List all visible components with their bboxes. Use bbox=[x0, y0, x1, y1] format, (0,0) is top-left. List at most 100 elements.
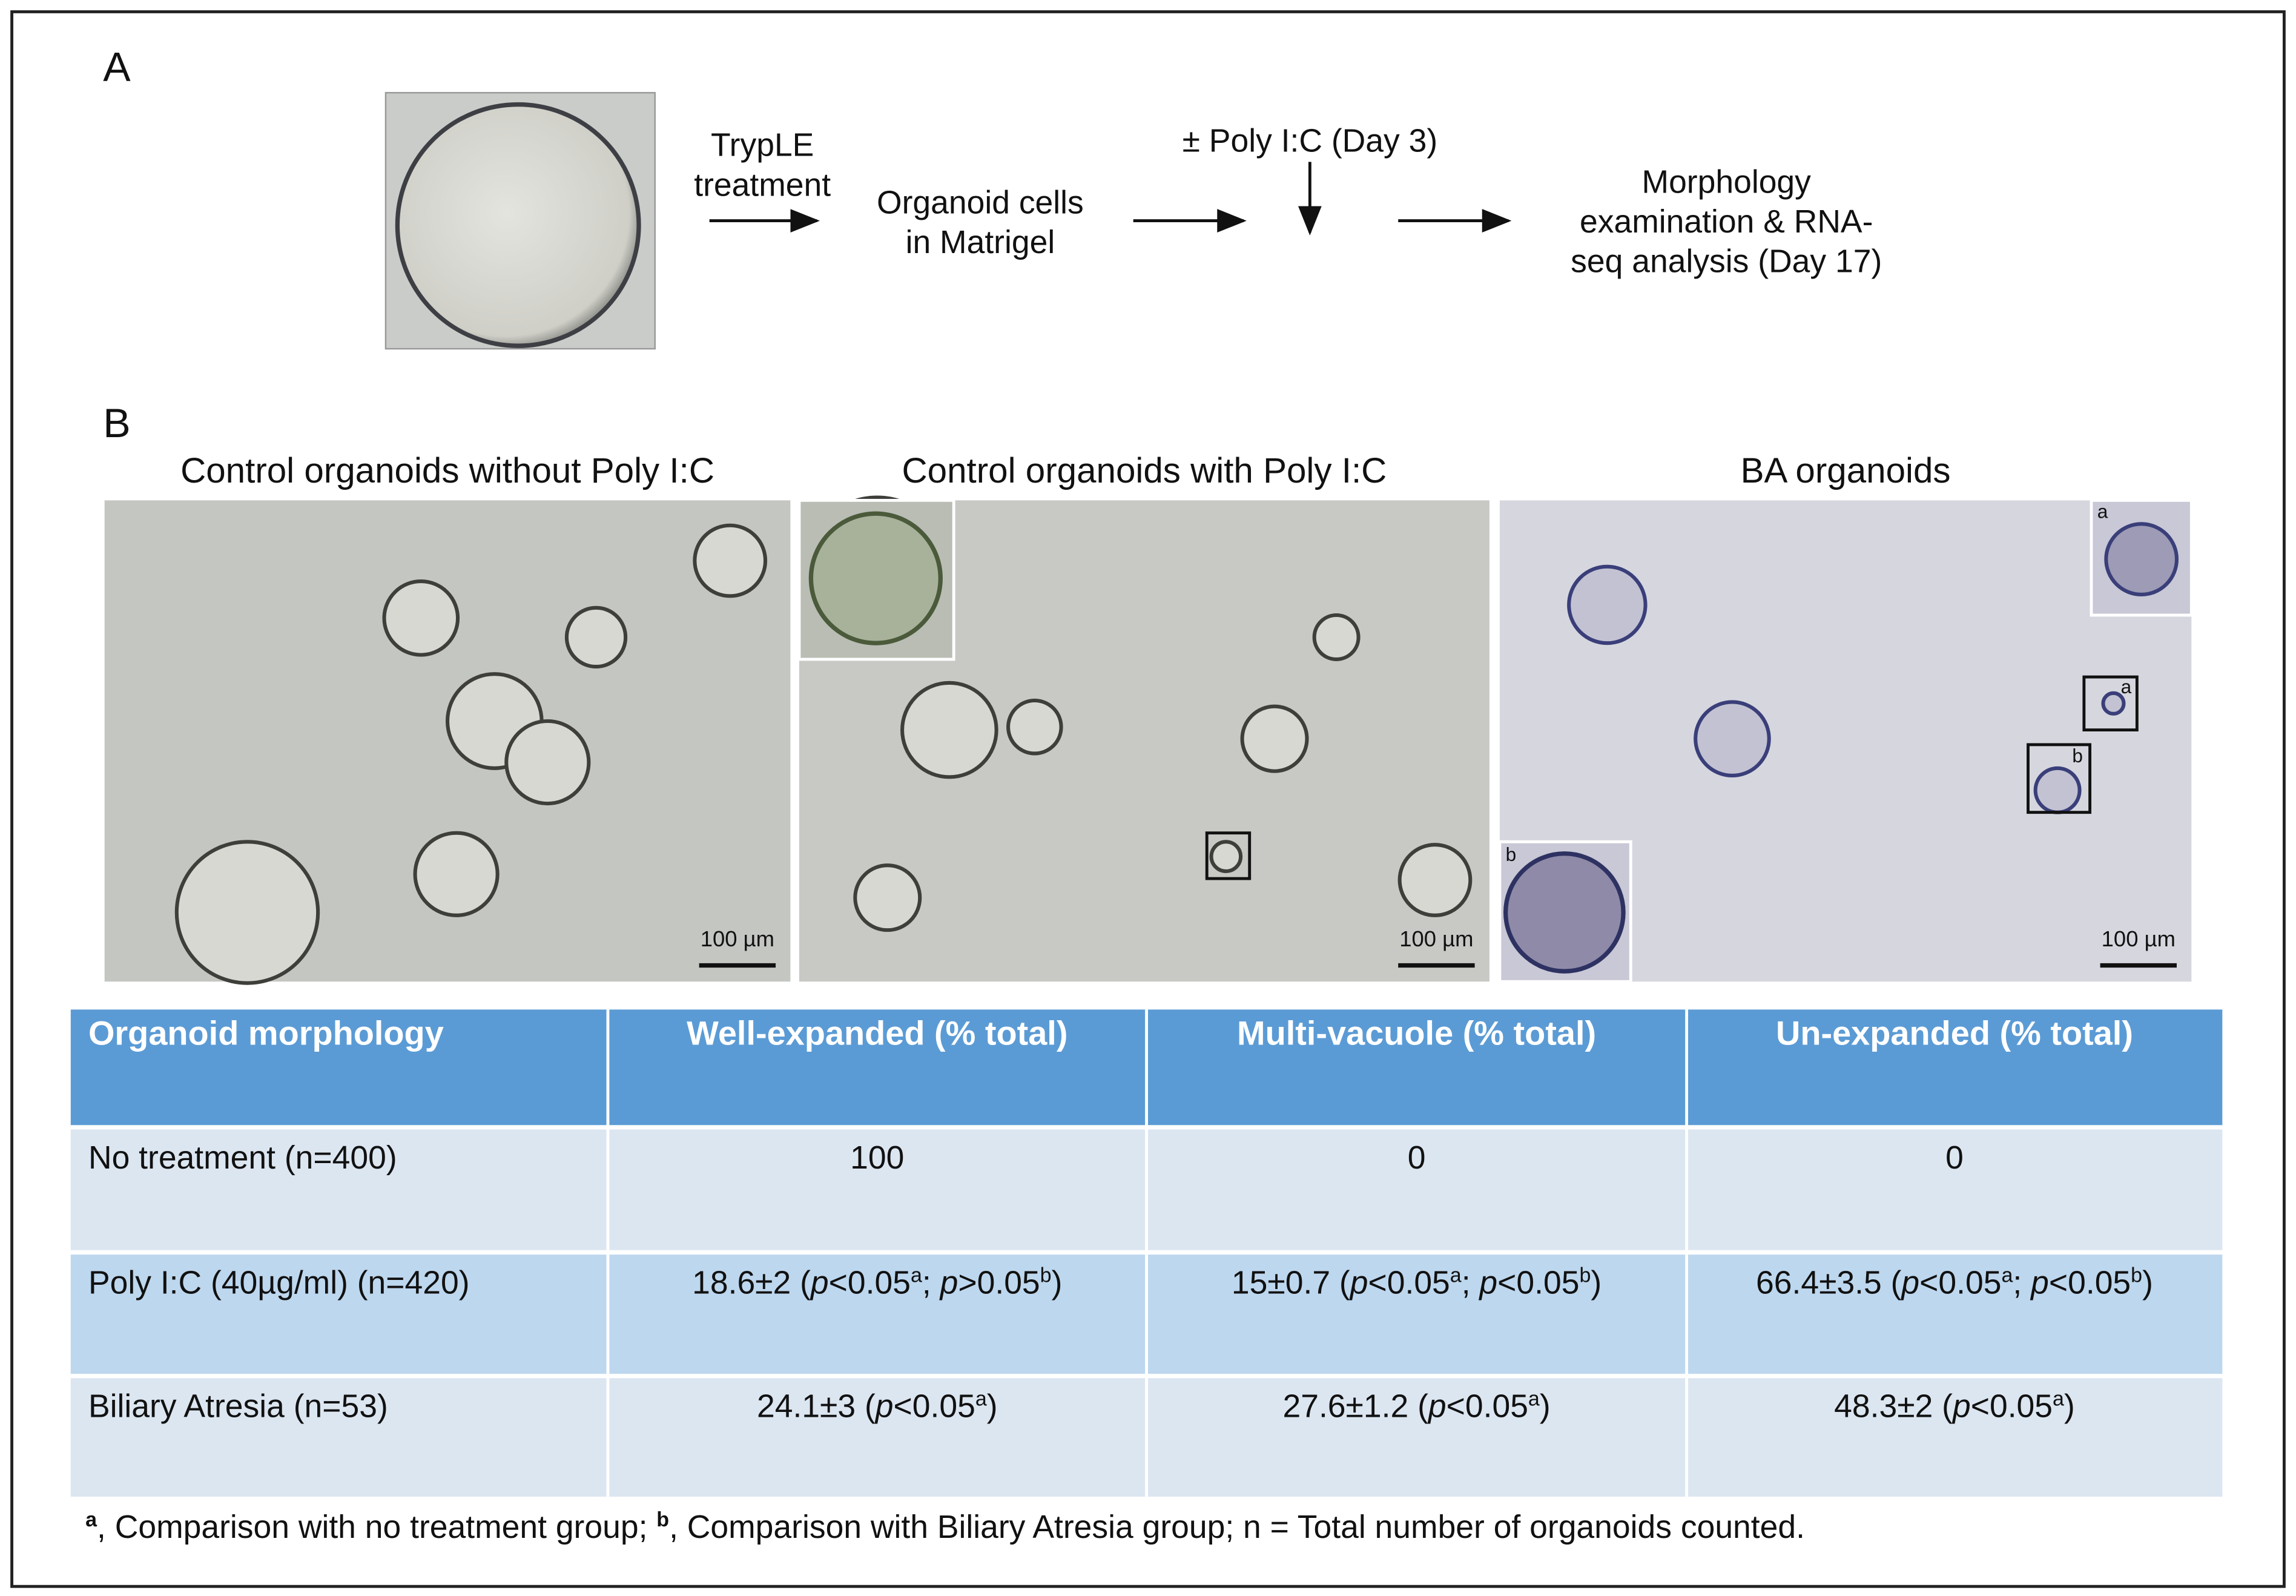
cell-text: p bbox=[1900, 1265, 1919, 1301]
step-label: ± Poly I:C (Day 3) bbox=[1183, 123, 1438, 159]
cell-text: <0.05 bbox=[894, 1389, 975, 1425]
cell-text: p bbox=[874, 1389, 894, 1425]
cell-text: p bbox=[810, 1265, 829, 1301]
cell-text: <0.05 bbox=[2049, 1265, 2131, 1301]
inset-box bbox=[2082, 675, 2139, 732]
organoid bbox=[1567, 564, 1648, 645]
cell-text: a bbox=[911, 1264, 922, 1287]
organoid bbox=[504, 719, 591, 806]
cell-text: ) bbox=[987, 1389, 998, 1425]
cell-text: 15±0.7 ( bbox=[1232, 1265, 1350, 1301]
cell-text: a bbox=[1450, 1264, 1462, 1287]
panel-label: B bbox=[103, 400, 130, 446]
cell-text: 48.3±2 ( bbox=[1834, 1389, 1953, 1425]
scale-bar-label: 100 µm bbox=[701, 926, 774, 951]
table-cell: 66.4±3.5 (p<0.05a; p<0.05b) bbox=[1756, 1264, 2153, 1301]
panel-label: A bbox=[103, 44, 131, 90]
cell-text: 27.6±1.2 ( bbox=[1282, 1389, 1428, 1425]
cell-text: ) bbox=[1540, 1389, 1551, 1425]
inset-label: b bbox=[2072, 745, 2083, 767]
organoid bbox=[1006, 698, 1063, 756]
table-cell: Organoid morphology bbox=[88, 1014, 444, 1052]
step-label: TrypLE bbox=[711, 128, 814, 163]
organoid bbox=[1694, 700, 1771, 777]
cell-text: b bbox=[1579, 1264, 1591, 1287]
table-cell: 27.6±1.2 (p<0.05a) bbox=[1282, 1388, 1550, 1425]
step-label: Morphology bbox=[1642, 164, 1812, 200]
organoid bbox=[853, 863, 922, 932]
cell-text: a bbox=[1528, 1388, 1540, 1411]
scale-bar-label: 100 µm bbox=[2102, 926, 2176, 951]
organoid bbox=[382, 579, 460, 657]
table-cell: Poly I:C (40µg/ml) (n=420) bbox=[88, 1265, 470, 1301]
cell-text: p bbox=[2030, 1265, 2049, 1301]
table-cell: 18.6±2 (p<0.05a; p>0.05b) bbox=[692, 1264, 1062, 1301]
table-cell: Multi-vacuole (% total) bbox=[1237, 1014, 1596, 1052]
inset-label: a bbox=[2121, 676, 2132, 697]
scale-bar-label: 100 µm bbox=[1399, 926, 1473, 951]
organoid bbox=[564, 605, 628, 669]
step-label: in Matrigel bbox=[906, 225, 1055, 260]
table-cell: 15±0.7 (p<0.05a; p<0.05b) bbox=[1232, 1264, 1602, 1301]
table-cell: Well-expanded (% total) bbox=[687, 1014, 1067, 1052]
step-label: seq analysis (Day 17) bbox=[1571, 244, 1882, 280]
footnote-text: a bbox=[85, 1508, 97, 1531]
cell-text: 66.4±3.5 ( bbox=[1756, 1265, 1902, 1301]
organoid bbox=[1209, 840, 1243, 873]
cell-text: ) bbox=[2064, 1389, 2075, 1425]
table-cell: 100 bbox=[850, 1140, 904, 1176]
cell-text: >0.05 bbox=[958, 1265, 1040, 1301]
footnote-text: , Comparison with no treatment group; bbox=[97, 1509, 656, 1545]
image-title: BA organoids bbox=[1741, 451, 1951, 490]
organoid bbox=[1240, 704, 1309, 773]
figure-border bbox=[10, 10, 2286, 1588]
inset-box bbox=[1205, 831, 1252, 880]
organoid bbox=[2033, 766, 2082, 814]
table-cell: 0 bbox=[1408, 1140, 1426, 1176]
step-label: Organoid cells bbox=[877, 185, 1084, 220]
cell-text: ; bbox=[2013, 1265, 2031, 1301]
cell-text: p bbox=[1478, 1265, 1497, 1301]
cell-text: ; bbox=[922, 1265, 940, 1301]
organoid bbox=[413, 831, 500, 917]
organoid bbox=[1503, 851, 1626, 974]
table-cell: 48.3±2 (p<0.05a) bbox=[1834, 1388, 2075, 1425]
cell-text: <0.05 bbox=[1919, 1265, 2001, 1301]
cell-text: <0.05 bbox=[829, 1265, 911, 1301]
footnote-text: b bbox=[656, 1508, 669, 1531]
organoid bbox=[1312, 613, 1361, 661]
cell-text: p bbox=[1951, 1389, 1971, 1425]
cell-text: <0.05 bbox=[1971, 1389, 2053, 1425]
organoid bbox=[900, 681, 998, 779]
cell-text: ) bbox=[2142, 1265, 2153, 1301]
image-title: Control organoids with Poly I:C bbox=[902, 451, 1387, 490]
organoid bbox=[693, 523, 768, 598]
organoid bbox=[174, 840, 320, 985]
organoid bbox=[395, 102, 641, 348]
cell-text: 18.6±2 ( bbox=[692, 1265, 811, 1301]
table-cell: Biliary Atresia (n=53) bbox=[88, 1389, 388, 1425]
cell-text: p bbox=[939, 1265, 958, 1301]
cell-text: b bbox=[2131, 1264, 2142, 1287]
table-cell: 24.1±3 (p<0.05a) bbox=[757, 1388, 998, 1425]
cell-text: ) bbox=[1052, 1265, 1063, 1301]
table-cell: No treatment (n=400) bbox=[88, 1140, 397, 1176]
inset-label: a bbox=[2097, 501, 2108, 523]
footnote: a, Comparison with no treatment group; b… bbox=[85, 1508, 1805, 1545]
organoid bbox=[2101, 691, 2126, 716]
organoid bbox=[808, 511, 943, 645]
footnote-text: , Comparison with Biliary Atresia group;… bbox=[669, 1509, 1805, 1545]
table-cell: 0 bbox=[1945, 1140, 1964, 1176]
cell-text: a bbox=[2001, 1264, 2013, 1287]
organoid bbox=[2104, 522, 2179, 597]
cell-text: a bbox=[975, 1388, 987, 1411]
cell-text: a bbox=[2053, 1388, 2064, 1411]
inset-box bbox=[2027, 743, 2092, 814]
cell-text: b bbox=[1040, 1264, 1052, 1287]
inset-label: b bbox=[1506, 843, 1517, 865]
cell-text: p bbox=[1427, 1389, 1447, 1425]
image-title: Control organoids without Poly I:C bbox=[180, 451, 714, 490]
cell-text: 24.1±3 ( bbox=[757, 1389, 876, 1425]
